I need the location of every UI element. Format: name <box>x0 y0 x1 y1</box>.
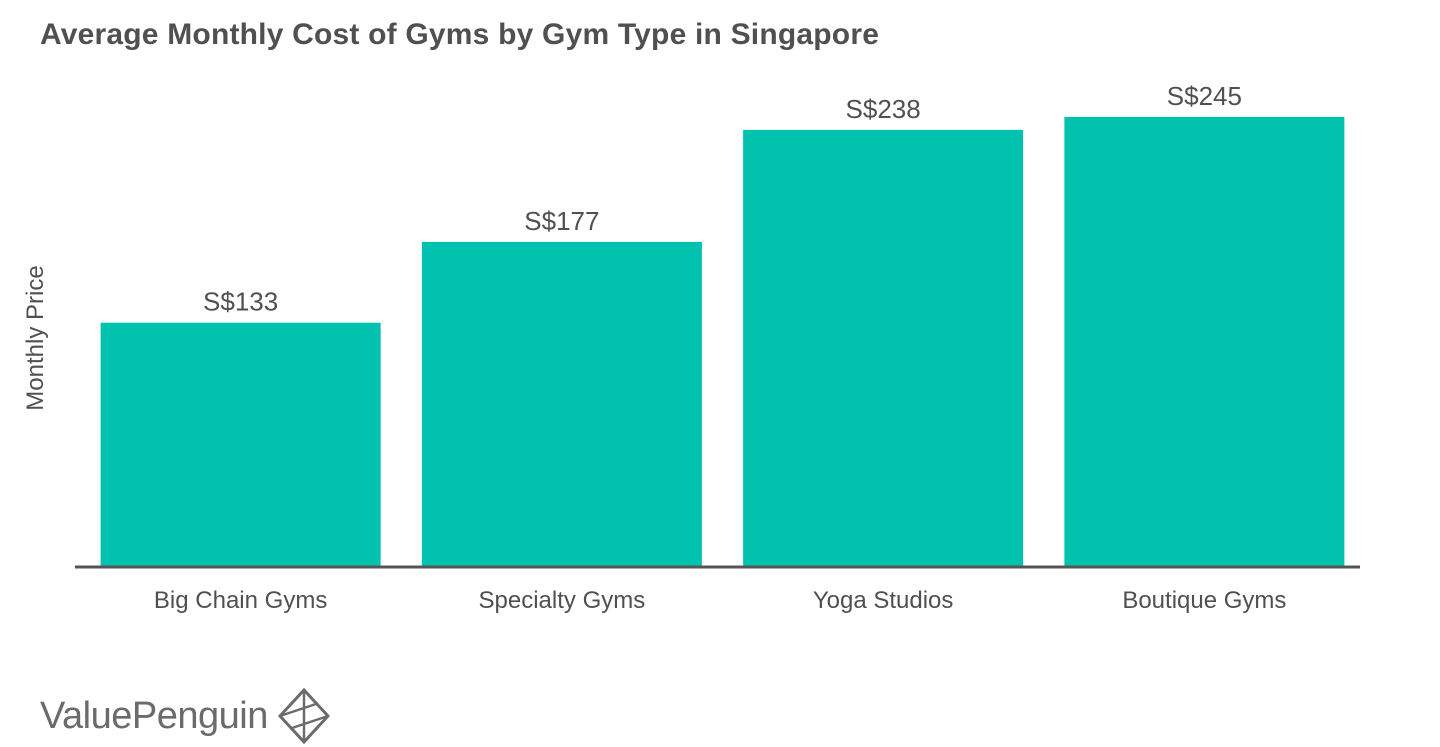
x-tick-label: Boutique Gyms <box>1122 587 1286 614</box>
bar-value-label: S$133 <box>203 287 278 317</box>
bar-specialty-gyms <box>421 241 702 568</box>
chart-title: Average Monthly Cost of Gyms by Gym Type… <box>40 18 880 51</box>
bar-boutique-gyms <box>1064 117 1345 567</box>
bar-yoga-studios <box>743 129 1024 567</box>
bar-big-chain-gyms <box>100 322 381 567</box>
bar-value-label: S$238 <box>846 94 921 124</box>
logo-text: ValuePenguin <box>40 694 268 737</box>
x-tick-label: Big Chain Gyms <box>154 587 327 614</box>
bar-value-label: S$245 <box>1167 81 1242 111</box>
penguin-diamond-icon <box>277 688 330 744</box>
bar-value-label: S$177 <box>524 206 599 236</box>
labels-layer: S$133 Big Chain Gyms S$177 Specialty Gyms S$… <box>154 81 1286 614</box>
y-axis-label: Monthly Price <box>22 265 49 410</box>
x-tick-label: Yoga Studios <box>813 587 954 614</box>
bars-layer <box>100 117 1345 568</box>
valuepenguin-logo: ValuePenguin <box>40 688 330 744</box>
x-tick-label: Specialty Gyms <box>479 587 646 614</box>
